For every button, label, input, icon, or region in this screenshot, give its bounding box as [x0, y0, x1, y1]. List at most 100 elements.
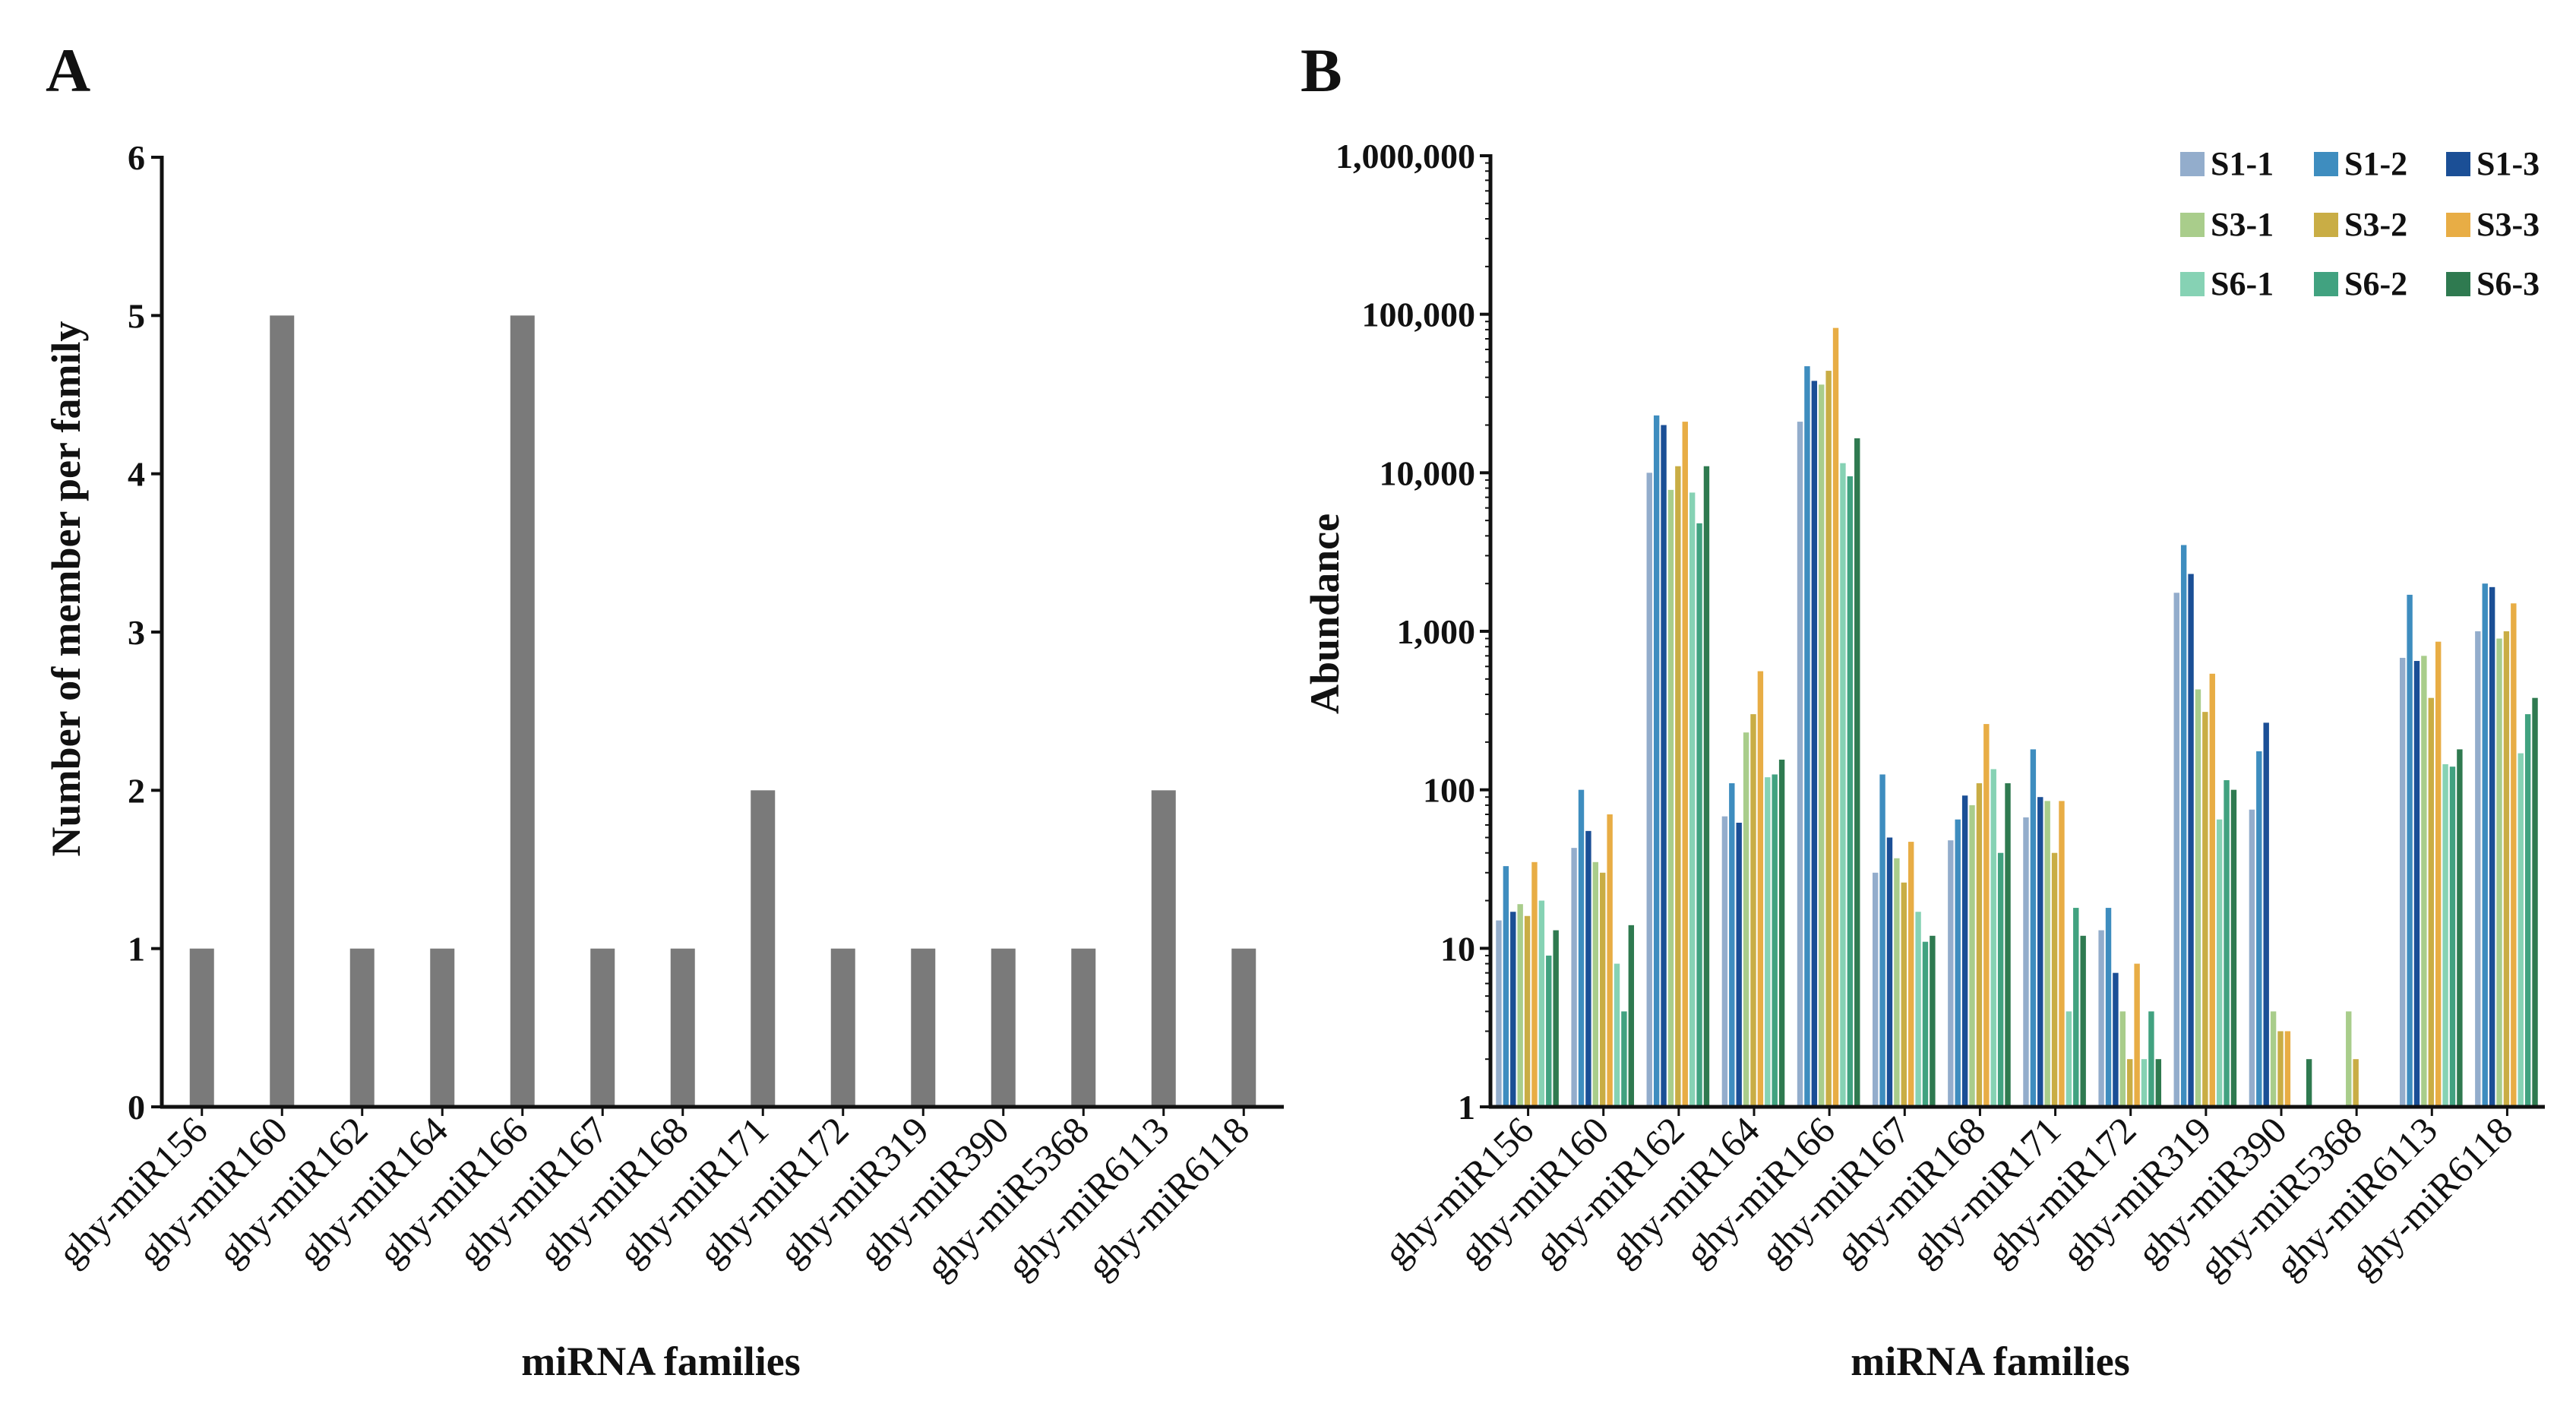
- bar-ghy-mir319-s3-2: [2202, 712, 2208, 1107]
- bar-ghy-mir172: [830, 948, 855, 1107]
- bar-ghy-mir166-s6-2: [1847, 476, 1854, 1107]
- bar-ghy-mir390-s1-3: [2263, 722, 2269, 1107]
- chart-b-y-tick-label: 1,000: [1397, 612, 1476, 651]
- bar-ghy-mir160-s3-1: [1592, 861, 1599, 1107]
- bar-ghy-mir6118: [1231, 948, 1256, 1107]
- bar-ghy-mir156-s6-2: [1546, 955, 1552, 1107]
- bar-ghy-mir164-s3-1: [1743, 732, 1749, 1107]
- bar-ghy-mir6118-s1-3: [2489, 586, 2495, 1107]
- bar-ghy-mir171-s3-3: [2059, 801, 2065, 1107]
- bar-ghy-mir390: [991, 948, 1016, 1107]
- chart-a-y-tick-label: 2: [128, 771, 145, 810]
- legend-swatch-s1-3: [2446, 152, 2470, 176]
- bar-ghy-mir172-s6-2: [2148, 1011, 2154, 1107]
- chart-a-y-tick-label: 1: [128, 930, 145, 969]
- bar-ghy-mir319: [911, 948, 936, 1107]
- bar-ghy-mir164-s3-3: [1757, 671, 1764, 1107]
- bar-ghy-mir168-s6-2: [1997, 852, 2004, 1107]
- bar-ghy-mir6113: [1151, 790, 1176, 1107]
- bar-ghy-mir168-s1-3: [1961, 795, 1968, 1107]
- bar-ghy-mir160-s1-1: [1571, 848, 1577, 1107]
- chart-a-y-axis-title: Number of member per family: [43, 321, 89, 857]
- bar-ghy-mir162-s6-1: [1689, 492, 1696, 1107]
- bar-ghy-mir160-s6-1: [1614, 963, 1620, 1107]
- bar-ghy-mir156-s6-3: [1553, 930, 1559, 1107]
- bar-ghy-mir319-s6-1: [2216, 819, 2223, 1107]
- chart-a-y-tick-label: 4: [128, 455, 145, 494]
- legend-swatch-s6-1: [2180, 272, 2205, 296]
- legend-label-s6-2: S6-2: [2344, 265, 2407, 302]
- bar-ghy-mir319-s1-3: [2188, 574, 2194, 1107]
- bar-ghy-mir167-s1-1: [1872, 872, 1879, 1107]
- bar-ghy-mir319-s1-2: [2180, 545, 2187, 1107]
- bar-ghy-mir6113-s1-1: [2399, 657, 2406, 1107]
- bar-ghy-mir168-s6-3: [2005, 783, 2011, 1107]
- bar-ghy-mir166-s1-2: [1804, 366, 1810, 1107]
- bar-ghy-mir160-s3-2: [1600, 872, 1606, 1107]
- bar-ghy-mir171-s6-2: [2073, 908, 2079, 1107]
- chart-a-x-axis-title: miRNA families: [521, 1339, 800, 1384]
- bar-ghy-mir172-s6-3: [2155, 1059, 2162, 1107]
- bar-ghy-mir166-s6-3: [1854, 438, 1860, 1107]
- bar-ghy-mir164: [430, 948, 455, 1107]
- bar-ghy-mir166-s3-1: [1819, 384, 1825, 1107]
- bar-ghy-mir319-s3-3: [2209, 673, 2215, 1107]
- bar-ghy-mir319-s3-1: [2195, 689, 2201, 1107]
- bar-ghy-mir160-s6-2: [1621, 1011, 1627, 1107]
- bar-ghy-mir390-s6-3: [2306, 1059, 2312, 1107]
- bar-ghy-mir164-s6-3: [1778, 759, 1785, 1107]
- bar-ghy-mir172-s3-3: [2134, 963, 2140, 1107]
- chart-a-y-tick-label: 3: [128, 613, 145, 652]
- bar-ghy-mir5368-s3-1: [2346, 1011, 2352, 1107]
- panel-b-label: B: [1301, 36, 1342, 105]
- chart-b-x-axis-title: miRNA families: [1851, 1339, 2129, 1384]
- bar-ghy-mir6118-s3-3: [2511, 603, 2517, 1107]
- legend-label-s1-1: S1-1: [2211, 145, 2274, 182]
- bar-ghy-mir171-s1-1: [2023, 817, 2029, 1107]
- chart-a-y-tick-label: 0: [128, 1088, 145, 1127]
- bar-ghy-mir167: [590, 948, 615, 1107]
- bar-ghy-mir167-s6-3: [1930, 935, 1936, 1107]
- legend-label-s1-2: S1-2: [2344, 145, 2407, 182]
- bar-ghy-mir319-s1-1: [2173, 593, 2179, 1107]
- bar-ghy-mir172-s3-2: [2127, 1059, 2133, 1107]
- bar-ghy-mir172-s6-1: [2141, 1059, 2148, 1107]
- bar-ghy-mir171: [751, 790, 776, 1107]
- legend-swatch-s6-2: [2314, 272, 2338, 296]
- legend-swatch-s1-2: [2314, 152, 2338, 176]
- bar-ghy-mir156-s3-3: [1531, 861, 1538, 1107]
- bar-ghy-mir156-s6-1: [1538, 900, 1545, 1107]
- bar-ghy-mir156-s3-2: [1524, 915, 1531, 1107]
- legend-label-s1-3: S1-3: [2476, 145, 2540, 182]
- bar-ghy-mir171-s1-2: [2030, 749, 2037, 1107]
- bar-ghy-mir162: [349, 948, 375, 1107]
- bar-ghy-mir168-s1-2: [1955, 819, 1961, 1107]
- chart-b-y-tick-label: 10: [1440, 929, 1475, 968]
- bar-ghy-mir168-s3-1: [1969, 804, 1975, 1107]
- legend-label-s3-2: S3-2: [2344, 206, 2407, 243]
- chart-b-y-tick-label: 1,000,000: [1335, 137, 1475, 175]
- bar-ghy-mir160-s1-2: [1578, 789, 1585, 1107]
- bar-ghy-mir319-s6-2: [2224, 780, 2230, 1107]
- bar-ghy-mir6113-s3-3: [2435, 641, 2442, 1107]
- bar-ghy-mir167-s6-1: [1915, 912, 1921, 1107]
- bar-ghy-mir6113-s3-1: [2421, 656, 2427, 1107]
- bar-ghy-mir164-s3-2: [1750, 714, 1756, 1107]
- chart-b-y-tick-label: 10,000: [1380, 454, 1476, 492]
- bar-ghy-mir162-s1-1: [1646, 473, 1652, 1107]
- legend-swatch-s3-3: [2446, 213, 2470, 237]
- bar-ghy-mir6118-s6-3: [2532, 697, 2538, 1107]
- bar-ghy-mir156-s3-1: [1517, 904, 1523, 1107]
- chart-a-y-tick-label: 6: [128, 138, 145, 177]
- bar-ghy-mir166-s1-1: [1797, 422, 1803, 1107]
- bar-ghy-mir164-s1-3: [1736, 822, 1742, 1107]
- bar-ghy-mir172-s1-1: [2098, 930, 2104, 1107]
- legend-swatch-s3-1: [2180, 213, 2205, 237]
- bar-ghy-mir390-s3-1: [2270, 1011, 2277, 1107]
- bar-ghy-mir171-s3-1: [2044, 801, 2050, 1107]
- bar-ghy-mir171-s6-1: [2066, 1011, 2072, 1107]
- bar-ghy-mir164-s6-2: [1772, 774, 1778, 1107]
- bar-ghy-mir6113-s6-3: [2457, 749, 2463, 1107]
- panel-a-label: A: [46, 36, 90, 105]
